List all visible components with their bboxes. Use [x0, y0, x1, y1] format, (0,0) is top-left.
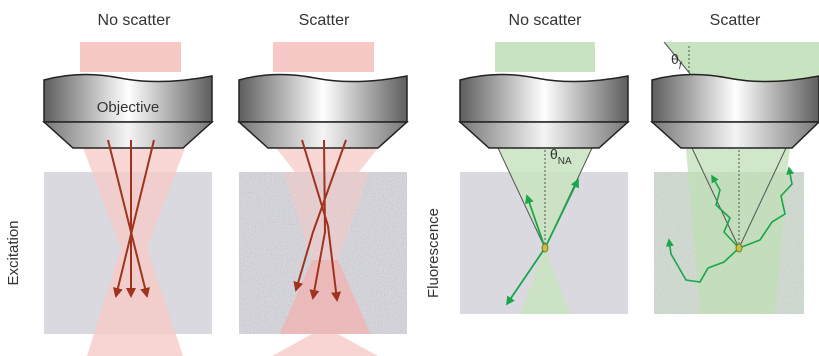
- panel-excitation-no-scatter: No scatter Objective Excitation: [5, 12, 214, 356]
- panel-fluorescence-scatter: Scatter θf: [650, 12, 819, 314]
- scattered-excitation-rays: [293, 139, 347, 302]
- scattered-fluorescence-paths: [665, 166, 795, 283]
- diverging-excitation-cone: [272, 334, 378, 356]
- objective-lens: [650, 73, 819, 149]
- panel-4-title: Scatter: [710, 12, 761, 29]
- incoming-excitation-beam: [273, 42, 374, 72]
- converging-excitation-cone: [283, 172, 370, 260]
- objective-lens: [237, 73, 409, 149]
- panel-2-title: Scatter: [299, 12, 350, 29]
- fluorescence-rays: [505, 178, 579, 306]
- theta-na-label: θNA: [550, 146, 572, 167]
- fluorescent-emitter: [735, 243, 743, 253]
- objective-lens: [458, 73, 630, 149]
- collection-cone-top: [686, 148, 790, 172]
- panel-fluorescence-no-scatter: No scatter θNA Fluorescence: [425, 12, 630, 314]
- excitation-rays: [107, 139, 155, 298]
- theta-f-label: θf: [671, 51, 683, 72]
- panel-excitation-scatter: Scatter: [237, 12, 409, 356]
- fluorescent-emitter: [541, 243, 549, 253]
- row-label-fluorescence: Fluorescence: [425, 208, 442, 298]
- diffuse-fluorescence-glow: [688, 172, 788, 314]
- converging-excitation-cone-top: [276, 148, 378, 172]
- diverging-excitation-cone: [87, 248, 183, 356]
- diffuse-excitation-spot: [279, 260, 371, 334]
- objective-label: Objective: [97, 99, 160, 116]
- objective-lens: [42, 73, 214, 149]
- row-label-excitation: Excitation: [5, 220, 22, 285]
- lower-fluorescence-cone: [520, 248, 570, 314]
- converging-excitation-cone: [83, 148, 185, 248]
- panel-3-title: No scatter: [509, 12, 583, 29]
- numerical-aperture-lines: [691, 147, 787, 249]
- collected-fluorescence-beam: [495, 42, 595, 72]
- incoming-excitation-beam: [80, 42, 181, 72]
- panel-1-title: No scatter: [98, 12, 172, 29]
